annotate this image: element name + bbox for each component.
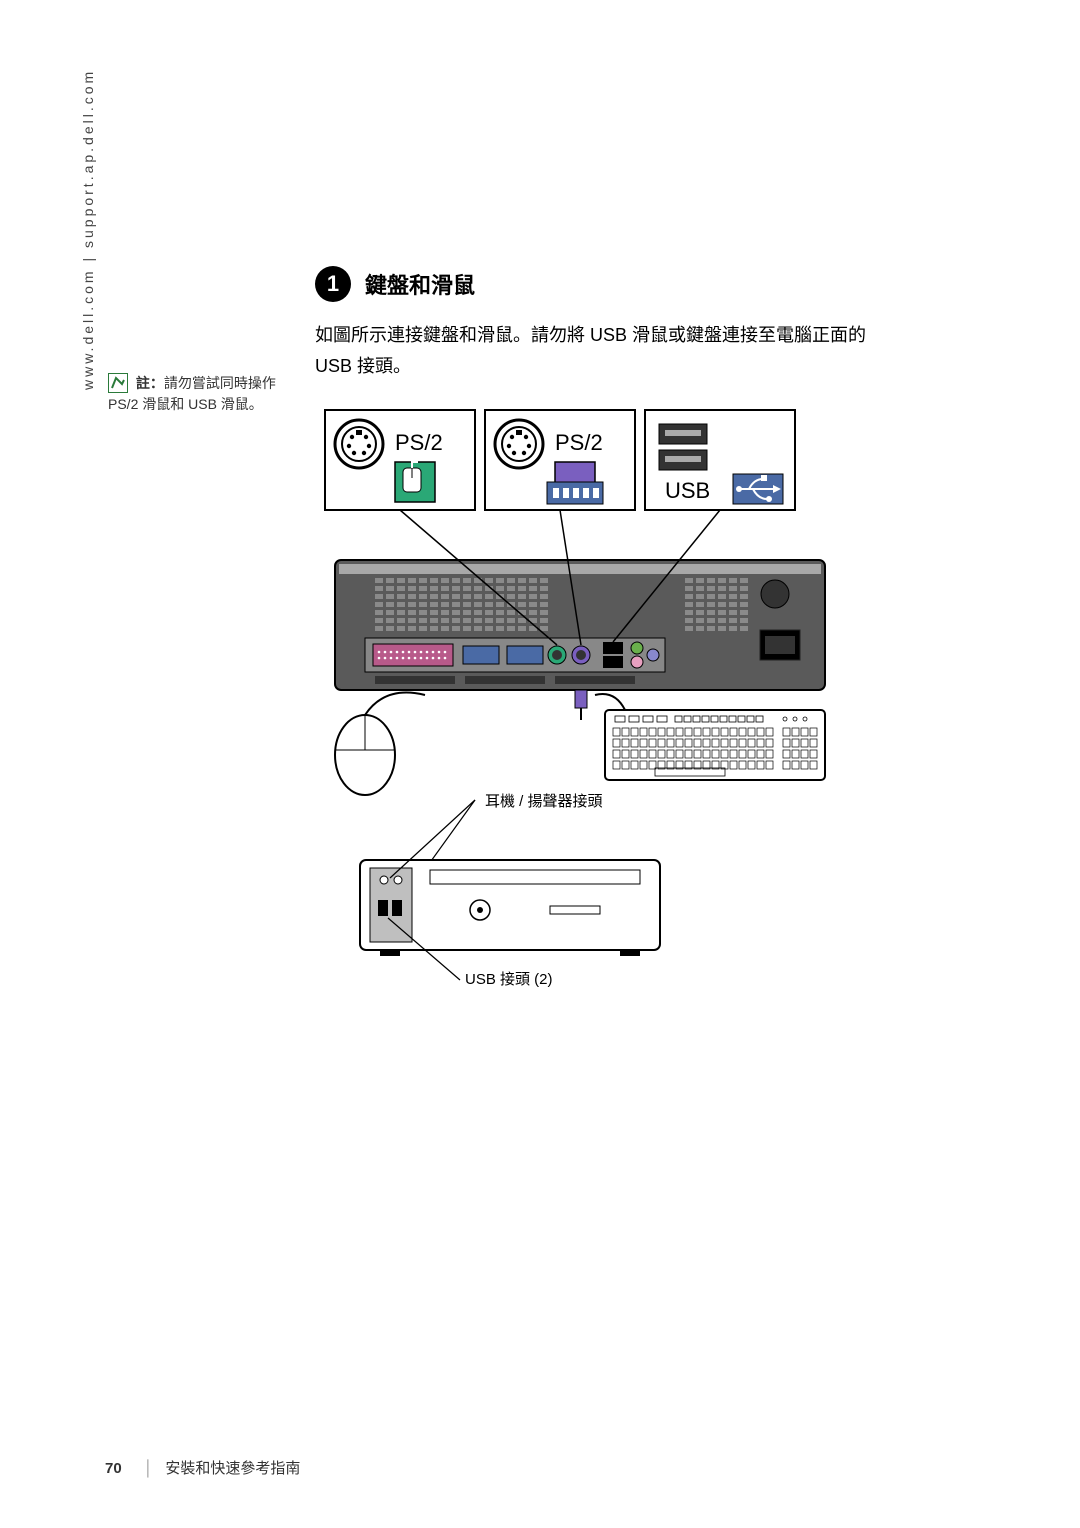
svg-text:耳機 / 揚聲器接頭: 耳機 / 揚聲器接頭 xyxy=(485,793,603,810)
body-text: 如圖所示連接鍵盤和滑鼠。請勿將 USB 滑鼠或鍵盤連接至電腦正面的 USB 接頭… xyxy=(315,320,875,381)
svg-text:USB 接頭 (2): USB 接頭 (2) xyxy=(465,971,553,988)
svg-text:USB: USB xyxy=(665,478,710,503)
step-header: 1 鍵盤和滑鼠 xyxy=(315,266,475,302)
footer-title: 安裝和快速參考指南 xyxy=(165,1460,300,1477)
step-title: 鍵盤和滑鼠 xyxy=(365,268,475,300)
step-number-badge: 1 xyxy=(315,266,351,302)
note-text: 請勿嘗試同時操作 PS/2 滑鼠和 USB 滑鼠。 xyxy=(108,375,276,412)
note-block: 註：請勿嘗試同時操作 PS/2 滑鼠和 USB 滑鼠。 xyxy=(108,373,298,415)
page-number: 70 xyxy=(105,1460,122,1477)
sidebar-url: www.dell.com | support.ap.dell.com xyxy=(80,69,96,390)
footer-separator: │ xyxy=(144,1460,153,1477)
connection-diagram: PS/2 PS/2 USB 耳機 / 揚聲器接頭 USB 接頭 (2) xyxy=(315,400,845,1010)
page-footer: 70 │ 安裝和快速參考指南 xyxy=(105,1457,300,1478)
note-icon xyxy=(108,373,128,393)
note-label: 註： xyxy=(136,375,164,391)
svg-text:PS/2: PS/2 xyxy=(555,430,603,455)
svg-text:PS/2: PS/2 xyxy=(395,430,443,455)
